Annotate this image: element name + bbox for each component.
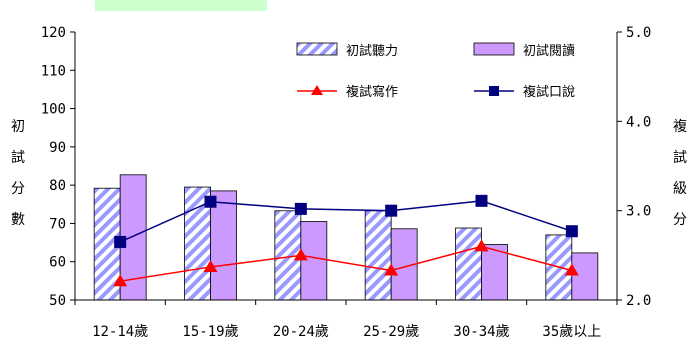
legend-marker-writing: [311, 85, 323, 95]
plot-area: [93, 174, 599, 301]
y-axis-title-right-char-2: 級: [673, 181, 687, 197]
point-speaking-3: [385, 204, 398, 217]
bar-reading-2: [300, 221, 328, 301]
x-tick-label-0: 12-14歲: [92, 324, 148, 340]
point-writing-3: [384, 263, 399, 276]
y-axis-title-left-char-2: 分: [11, 181, 25, 197]
point-speaking-2: [294, 202, 307, 215]
x-tick-label-3: 25-29歲: [363, 324, 419, 340]
y-axis-title-right-char-3: 分: [673, 212, 687, 228]
y-tick-label-left-1: 60: [49, 255, 66, 271]
point-speaking-1: [204, 195, 217, 208]
bar-reading-5: [571, 252, 599, 301]
y-axis-title-right-char-1: 試: [673, 150, 687, 166]
bar-listening-4: [455, 227, 482, 301]
point-writing-1: [203, 259, 218, 272]
legend-label-writing: 複試寫作: [346, 84, 398, 100]
legend-marker-speaking: [489, 86, 499, 96]
axes: 50 60 70 80 90 100 110 120 2.0 3.0 4.0 5.0 12-14歲 15-…: [11, 25, 687, 340]
point-writing-0: [113, 274, 128, 287]
legend-swatch-reading: [473, 42, 515, 56]
x-tick-label-1: 15-19歲: [182, 324, 238, 340]
y-tick-label-right-0: 2.0: [626, 293, 651, 309]
y-tick-label-left-6: 110: [41, 63, 66, 79]
y-axis-title-right-char-0: 複: [673, 118, 687, 135]
legend-swatch-listening: [296, 42, 338, 56]
x-tick-label-5: 35歲以上: [542, 324, 601, 340]
point-writing-2: [293, 248, 308, 261]
x-tick-label-4: 30-34歲: [453, 324, 509, 340]
bar-reading-1: [210, 190, 237, 301]
y-tick-label-right-2: 4.0: [626, 114, 651, 130]
y-axis-title-left-char-3: 數: [11, 212, 25, 228]
point-writing-4: [474, 239, 489, 252]
y-tick-label-left-7: 120: [41, 25, 66, 41]
point-speaking-4: [475, 194, 488, 207]
y-axis-title-left-char-0: 初: [11, 118, 25, 135]
y-axis-title-left-char-1: 試: [11, 150, 25, 166]
y-tick-label-right-3: 5.0: [626, 25, 651, 41]
line-speaking: [119, 200, 573, 243]
title-fragment: [95, 0, 267, 11]
line-writing: [120, 245, 573, 282]
point-speaking-0: [114, 235, 127, 248]
x-tick-label-2: 20-24歲: [273, 324, 329, 340]
y-tick-label-right-1: 3.0: [626, 204, 651, 220]
point-speaking-5: [565, 225, 578, 238]
y-tick-label-left-3: 80: [49, 178, 66, 194]
y-tick-label-left-5: 100: [41, 102, 66, 118]
legend-label-listening: 初試聽力: [346, 43, 398, 59]
point-writing-5: [564, 263, 579, 276]
y-tick-label-left-4: 90: [49, 140, 66, 156]
legend-label-reading: 初試閱讀: [523, 43, 575, 59]
bar-reading-4: [481, 244, 508, 301]
bar-listening-3: [364, 210, 392, 301]
y-tick-label-left-0: 50: [49, 293, 66, 309]
y-tick-label-left-2: 70: [49, 216, 66, 232]
legend-label-speaking: 複試口說: [523, 84, 575, 100]
